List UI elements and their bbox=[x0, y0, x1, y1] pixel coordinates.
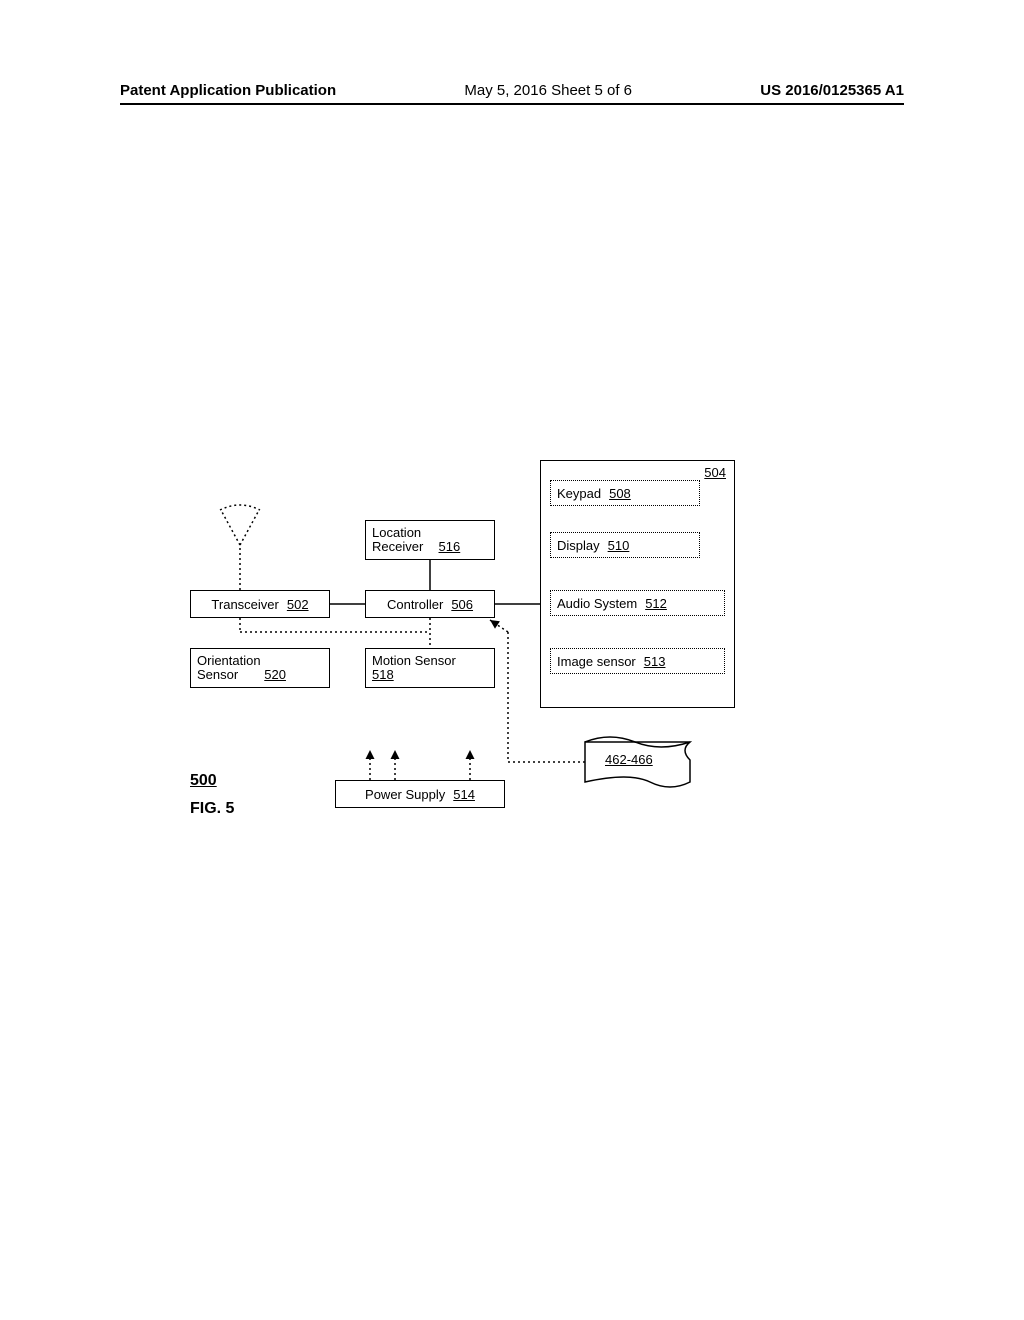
block-display: Display 510 bbox=[550, 532, 700, 558]
block-power-supply: Power Supply 514 bbox=[335, 780, 505, 808]
power-ref: 514 bbox=[453, 787, 475, 802]
controller-ref: 506 bbox=[451, 597, 473, 612]
transceiver-ref: 502 bbox=[287, 597, 309, 612]
location-label-1: Location bbox=[372, 526, 421, 540]
figure-number: 500 bbox=[190, 772, 217, 790]
image-ref: 513 bbox=[644, 654, 666, 669]
location-ref: 516 bbox=[439, 539, 461, 554]
keypad-ref: 508 bbox=[609, 486, 631, 501]
orientation-label-1: Orientation bbox=[197, 654, 261, 668]
audio-label: Audio System bbox=[557, 596, 637, 611]
display-label: Display bbox=[557, 538, 600, 553]
motion-ref: 518 bbox=[372, 667, 394, 682]
audio-ref: 512 bbox=[645, 596, 667, 611]
display-ref: 510 bbox=[608, 538, 630, 553]
block-keypad: Keypad 508 bbox=[550, 480, 700, 506]
transceiver-label: Transceiver bbox=[211, 597, 278, 612]
motion-label: Motion Sensor bbox=[372, 654, 456, 668]
location-label-2: Receiver bbox=[372, 539, 423, 554]
power-label: Power Supply bbox=[365, 787, 445, 802]
scroll-ref-label: 462-466 bbox=[605, 752, 653, 767]
orientation-label-2: Sensor bbox=[197, 667, 238, 682]
page-header: Patent Application Publication May 5, 20… bbox=[120, 82, 904, 105]
block-transceiver: Transceiver 502 bbox=[190, 590, 330, 618]
block-location-receiver: Location Receiver 516 bbox=[365, 520, 495, 560]
header-left: Patent Application Publication bbox=[120, 82, 336, 99]
header-center: May 5, 2016 Sheet 5 of 6 bbox=[464, 82, 632, 99]
header-right: US 2016/0125365 A1 bbox=[760, 82, 904, 99]
block-image-sensor: Image sensor 513 bbox=[550, 648, 725, 674]
block-controller: Controller 506 bbox=[365, 590, 495, 618]
keypad-label: Keypad bbox=[557, 486, 601, 501]
orientation-ref: 520 bbox=[264, 667, 286, 682]
figure-caption: FIG. 5 bbox=[190, 800, 234, 818]
ui-group-ref: 504 bbox=[704, 465, 726, 480]
block-orientation-sensor: Orientation Sensor 520 bbox=[190, 648, 330, 688]
figure-diagram: Transceiver 502 Location Receiver 516 Co… bbox=[170, 450, 750, 850]
block-motion-sensor: Motion Sensor 518 bbox=[365, 648, 495, 688]
image-label: Image sensor bbox=[557, 654, 636, 669]
controller-label: Controller bbox=[387, 597, 443, 612]
block-audio-system: Audio System 512 bbox=[550, 590, 725, 616]
